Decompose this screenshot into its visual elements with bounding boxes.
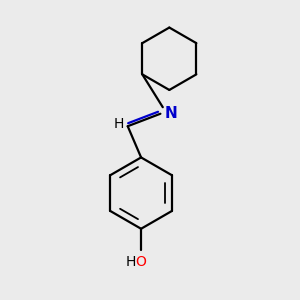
Text: O: O — [136, 255, 147, 269]
Text: H: H — [114, 117, 124, 131]
Text: N: N — [165, 106, 178, 121]
Text: H: H — [125, 255, 136, 269]
